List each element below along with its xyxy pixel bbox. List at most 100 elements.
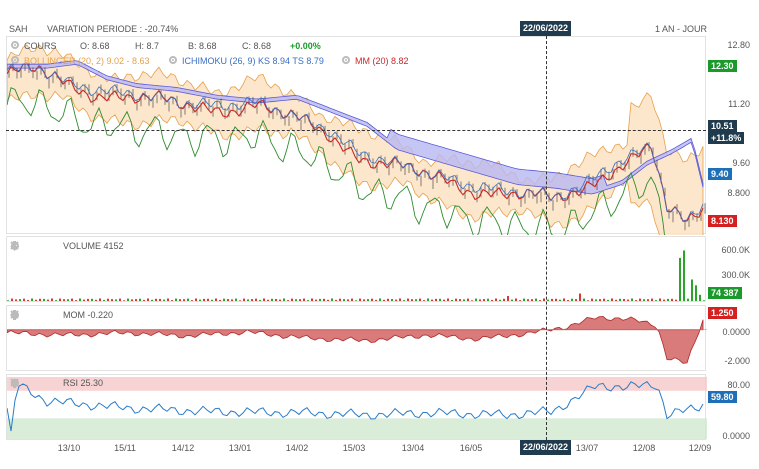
mm-legend[interactable]: MM (20) 8.82 [355, 56, 409, 66]
x-tick: 15/11 [114, 443, 136, 453]
arrow-up-icon[interactable] [10, 310, 53, 321]
period-label[interactable]: 1 AN - JOUR [655, 24, 708, 34]
settings-gear-icon[interactable] [11, 310, 37, 321]
volume-bar [95, 299, 97, 301]
volume-bar [379, 298, 381, 301]
volume-bar [335, 299, 337, 301]
volume-bar [103, 299, 105, 301]
volume-bar [279, 299, 281, 301]
x-tick: 12/09 [688, 443, 712, 453]
volume-bar [439, 298, 441, 301]
volume-bar [515, 298, 517, 301]
price-chart [7, 44, 706, 235]
volume-bar [623, 299, 625, 301]
volume-bar [587, 300, 589, 301]
crosshair-vertical [546, 36, 547, 440]
volume-bar [295, 299, 297, 301]
volume-bar [691, 279, 693, 301]
arrow-down-icon[interactable] [10, 310, 69, 321]
volume-bar [115, 299, 117, 301]
settings-gear-icon[interactable] [168, 55, 179, 66]
volume-bar [319, 298, 321, 301]
rsi-oversold-zone [7, 418, 707, 440]
price-tick: 8.800 [727, 188, 750, 198]
volume-bar [259, 299, 261, 301]
volume-bar [267, 299, 269, 301]
x-tick: 13/10 [57, 443, 81, 453]
volume-bar [391, 299, 393, 301]
volume-bar [183, 299, 185, 301]
volume-bar [215, 298, 217, 301]
price-axis: 12.80 11.20 9.60 8.800 12.30 10.51 +11.8… [706, 36, 754, 234]
volume-bar [271, 298, 273, 301]
volume-bar [683, 250, 685, 301]
settings-gear-icon[interactable] [11, 241, 37, 252]
price-panel[interactable] [6, 36, 706, 235]
volume-bar [703, 300, 705, 301]
volume-bar [59, 298, 61, 301]
ichimoku-legend[interactable]: ICHIMOKU (26, 9) KS 8.94 TS 8.79 [182, 56, 324, 66]
volume-bar [291, 298, 293, 301]
volume-bar [23, 298, 25, 301]
x-tick: 13/04 [401, 443, 425, 453]
volume-bar [699, 294, 701, 301]
cursor-date-top: 22/06/2022 [520, 21, 572, 36]
volume-bar [167, 298, 169, 301]
volume-bar [575, 299, 577, 301]
settings-gear-icon[interactable] [341, 55, 352, 66]
price-tick: 12.80 [727, 40, 750, 50]
volume-bar [211, 299, 213, 301]
volume-bar [159, 298, 161, 301]
volume-bar [163, 299, 165, 301]
volume-bar [519, 300, 521, 301]
price-tick: 11.20 [728, 99, 750, 109]
volume-bar [647, 299, 649, 301]
mom-area [7, 315, 704, 364]
volume-bar [367, 299, 369, 301]
bollinger-legend[interactable]: BOLLINGER (20, 2) 9.02 - 8.63 [24, 56, 150, 66]
volume-tick: 300.0K [721, 270, 750, 280]
volume-bar [503, 298, 505, 301]
volume-bar [695, 285, 697, 301]
rsi-tick: 0.0000 [722, 431, 750, 441]
rsi-panel[interactable] [6, 374, 707, 440]
mom-tick: 0.0000 [722, 327, 750, 337]
volume-bar [635, 300, 637, 301]
volume-bar [455, 298, 457, 301]
volume-bar [39, 298, 41, 301]
rsi-chart [7, 377, 707, 440]
settings-gear-icon[interactable] [10, 55, 21, 66]
volume-bar [651, 298, 653, 301]
volume-bar [499, 299, 501, 301]
volume-bar [227, 299, 229, 301]
volume-bar [51, 298, 53, 301]
volume-bar [435, 298, 437, 301]
volume-bar [83, 299, 85, 301]
volume-bar [339, 298, 341, 301]
volume-bar [591, 298, 593, 301]
volume-panel[interactable] [6, 236, 706, 302]
ohlc-low: B: 8.68 [188, 41, 217, 51]
arrow-down-icon[interactable] [10, 241, 53, 252]
volume-bar [547, 299, 549, 301]
volume-bar [655, 300, 657, 301]
volume-bar [687, 298, 689, 301]
volume-bar [151, 299, 153, 301]
volume-bar [387, 298, 389, 301]
volume-bar [423, 300, 425, 301]
volume-bar [447, 298, 449, 301]
volume-axis: 600.0K 300.0K 74 387 [706, 236, 754, 302]
settings-gear-icon[interactable] [10, 40, 21, 51]
mom-panel[interactable] [6, 305, 707, 371]
volume-bar [219, 299, 221, 301]
volume-bar [495, 298, 497, 301]
volume-bar [311, 298, 313, 301]
volume-bar [415, 299, 417, 301]
volume-bar [375, 299, 377, 301]
volume-bar [671, 298, 673, 301]
ohlc-high: H: 8.7 [135, 41, 160, 51]
arrow-up-icon[interactable] [10, 378, 53, 389]
volume-bar [47, 299, 49, 301]
settings-gear-icon[interactable] [11, 378, 37, 389]
volume-bar [603, 298, 605, 301]
